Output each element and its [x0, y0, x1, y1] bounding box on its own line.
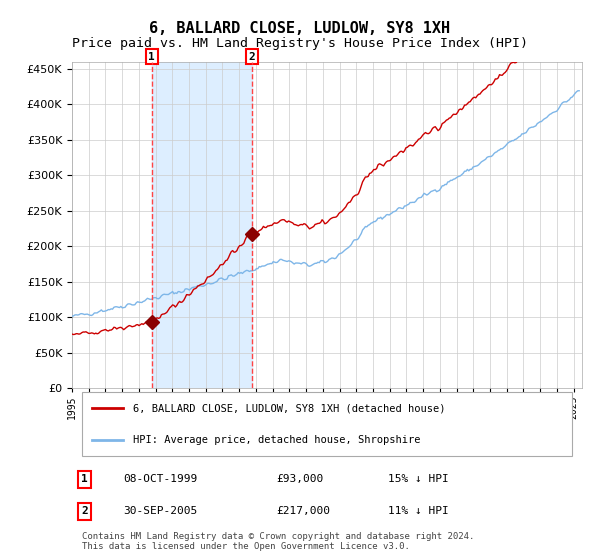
- Bar: [152, 62, 252, 389]
- Text: 6, BALLARD CLOSE, LUDLOW, SY8 1XH (detached house): 6, BALLARD CLOSE, LUDLOW, SY8 1XH (detac…: [133, 403, 446, 413]
- Text: 15% ↓ HPI: 15% ↓ HPI: [388, 474, 449, 484]
- Text: £217,000: £217,000: [276, 506, 330, 516]
- Text: HPI: Average price, detached house, Shropshire: HPI: Average price, detached house, Shro…: [133, 435, 421, 445]
- Text: £93,000: £93,000: [276, 474, 323, 484]
- Text: 1: 1: [148, 52, 155, 62]
- Text: 08-OCT-1999: 08-OCT-1999: [123, 474, 197, 484]
- FancyBboxPatch shape: [82, 392, 572, 456]
- Text: Contains HM Land Registry data © Crown copyright and database right 2024.: Contains HM Land Registry data © Crown c…: [82, 532, 475, 541]
- Text: 11% ↓ HPI: 11% ↓ HPI: [388, 506, 449, 516]
- Text: 2: 2: [248, 52, 255, 62]
- Text: Price paid vs. HM Land Registry's House Price Index (HPI): Price paid vs. HM Land Registry's House …: [72, 38, 528, 50]
- Text: 30-SEP-2005: 30-SEP-2005: [123, 506, 197, 516]
- Text: 2: 2: [82, 506, 88, 516]
- Text: This data is licensed under the Open Government Licence v3.0.: This data is licensed under the Open Gov…: [82, 542, 410, 550]
- Text: 1: 1: [82, 474, 88, 484]
- Text: 6, BALLARD CLOSE, LUDLOW, SY8 1XH: 6, BALLARD CLOSE, LUDLOW, SY8 1XH: [149, 21, 451, 36]
